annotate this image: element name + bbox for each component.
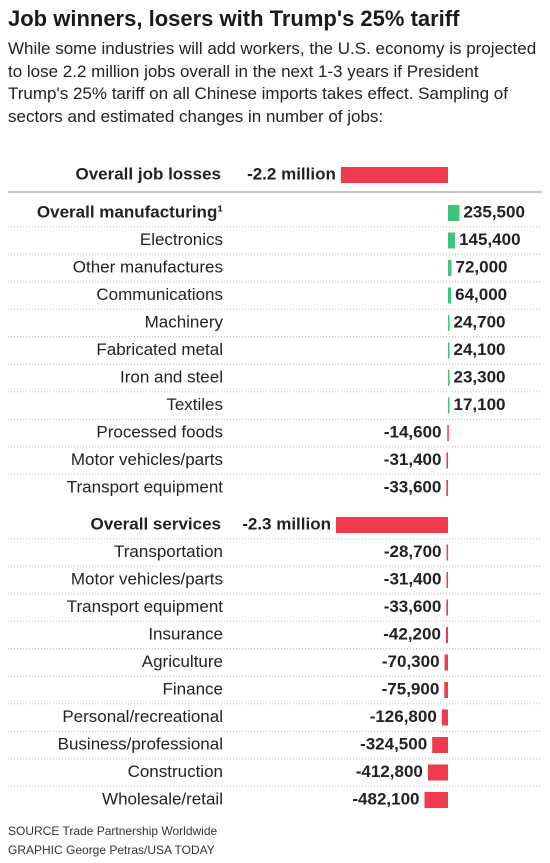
bar xyxy=(448,260,452,276)
value-label: -2.3 million xyxy=(242,514,331,533)
category-label: Motor vehicles/parts xyxy=(71,569,223,588)
category-label: Motor vehicles/parts xyxy=(71,450,223,469)
bar xyxy=(336,517,448,533)
bar xyxy=(448,205,460,221)
bar xyxy=(446,572,448,588)
value-label: -70,300 xyxy=(382,652,440,671)
bar xyxy=(446,452,448,469)
category-label: Insurance xyxy=(148,624,223,643)
bar xyxy=(448,287,452,304)
category-label: Overall services xyxy=(91,514,221,533)
bar xyxy=(448,342,450,359)
category-label: Communications xyxy=(96,285,223,304)
category-label: Agriculture xyxy=(142,652,223,671)
value-label: -2.2 million xyxy=(247,164,336,183)
bar xyxy=(446,599,448,616)
bar xyxy=(446,480,448,496)
bar xyxy=(441,709,448,726)
bar xyxy=(448,232,456,249)
category-label: Business/professional xyxy=(58,734,223,753)
value-label: 235,500 xyxy=(463,202,524,221)
value-label: 64,000 xyxy=(455,285,507,304)
category-label: Personal/recreational xyxy=(62,707,223,726)
value-label: 145,400 xyxy=(459,230,520,249)
value-label: -42,200 xyxy=(383,624,441,643)
bar xyxy=(444,654,448,671)
value-label: -28,700 xyxy=(384,542,442,561)
category-label: Electronics xyxy=(140,230,223,249)
category-label: Transport equipment xyxy=(67,597,224,616)
bar xyxy=(448,397,450,414)
value-label: -324,500 xyxy=(360,734,427,753)
value-label: -482,100 xyxy=(352,789,419,808)
bar xyxy=(447,425,449,441)
bar xyxy=(446,544,449,561)
category-label: Other manufactures xyxy=(73,257,223,276)
value-label: -126,800 xyxy=(370,707,437,726)
value-label: 72,000 xyxy=(456,257,508,276)
bar xyxy=(444,682,448,698)
category-label: Machinery xyxy=(145,312,224,331)
category-label: Construction xyxy=(128,762,223,781)
bar xyxy=(432,737,448,753)
chart-subtitle: While some industries will add workers, … xyxy=(8,39,537,126)
value-label: -31,400 xyxy=(384,450,442,469)
category-label: Textiles xyxy=(166,395,223,414)
bar xyxy=(424,792,448,808)
category-label: Finance xyxy=(163,679,223,698)
bar xyxy=(448,315,450,331)
value-label: -31,400 xyxy=(384,569,442,588)
value-label: -412,800 xyxy=(356,762,423,781)
value-label: 17,100 xyxy=(454,395,506,414)
bar xyxy=(427,764,448,781)
bar xyxy=(448,370,450,386)
category-label: Processed foods xyxy=(96,422,223,441)
source: SOURCE Trade Partnership Worldwide xyxy=(8,824,218,838)
chart-title: Job winners, losers with Trump's 25% tar… xyxy=(8,6,460,31)
value-label: -33,600 xyxy=(384,477,442,496)
category-label: Fabricated metal xyxy=(96,340,223,359)
value-label: 23,300 xyxy=(454,367,506,386)
value-label: 24,700 xyxy=(454,312,506,331)
category-label: Wholesale/retail xyxy=(102,789,223,808)
bar xyxy=(340,167,448,183)
category-label: Iron and steel xyxy=(120,367,223,386)
category-label: Transportation xyxy=(114,542,223,561)
category-label: Overall job losses xyxy=(75,164,221,183)
credit: GRAPHIC George Petras/USA TODAY xyxy=(8,843,215,857)
category-label: Transport equipment xyxy=(67,477,224,496)
category-label: Overall manufacturing¹ xyxy=(37,202,223,221)
value-label: 24,100 xyxy=(454,340,506,359)
value-label: -75,900 xyxy=(382,679,440,698)
value-label: -14,600 xyxy=(384,422,442,441)
bar xyxy=(445,627,448,643)
value-label: -33,600 xyxy=(384,597,442,616)
